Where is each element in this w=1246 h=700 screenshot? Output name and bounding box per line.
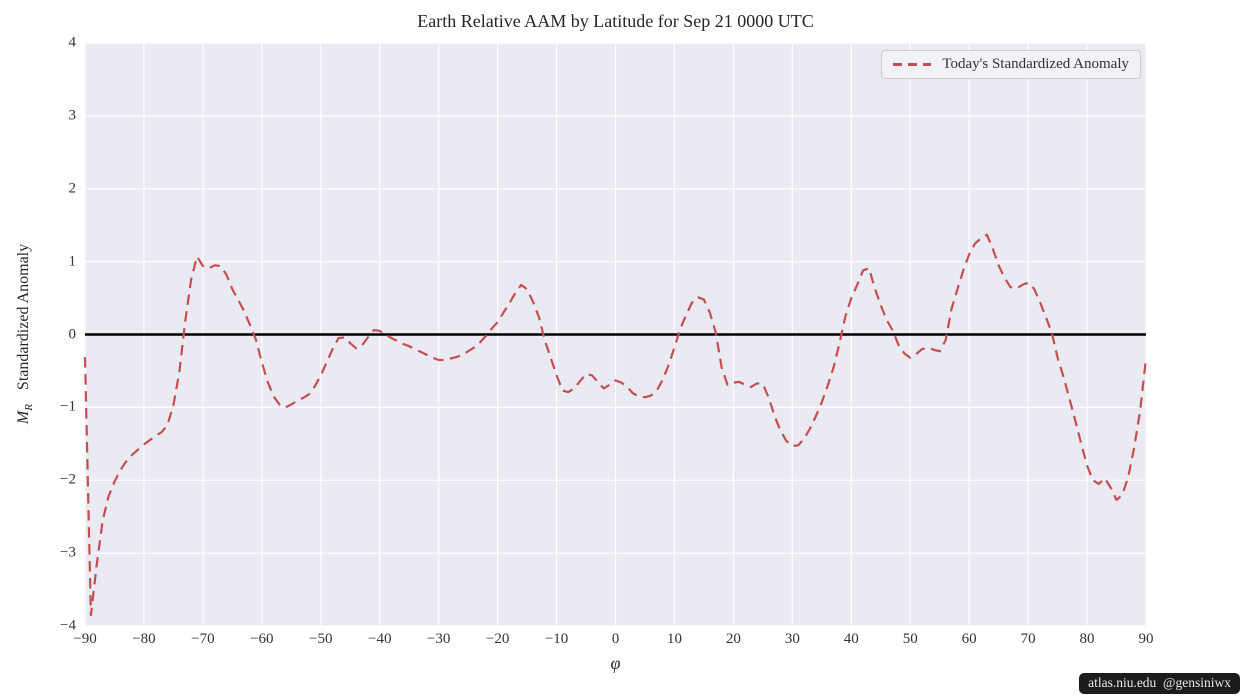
x-tick-label: −50: [309, 631, 333, 647]
x-tick-label: 50: [902, 631, 918, 647]
y-tick-label: −4: [60, 617, 76, 634]
x-tick-label: 20: [725, 631, 741, 647]
y-tick-label: −1: [60, 398, 76, 415]
legend-dash-sample: [893, 63, 932, 66]
x-axis-label: φ: [610, 653, 621, 673]
x-tick-label: −70: [191, 631, 215, 647]
x-tick-label: 10: [666, 631, 682, 647]
x-tick-label: 70: [1020, 631, 1036, 647]
y-tick-label: 2: [68, 180, 77, 197]
x-tick-label: −40: [367, 631, 392, 647]
x-tick-label: 90: [1138, 631, 1154, 647]
x-tick-label: 80: [1079, 631, 1095, 647]
x-tick-label: 60: [961, 631, 977, 647]
legend: Today's Standardized Anomaly: [881, 50, 1141, 79]
anomaly-line: [83, 233, 1148, 617]
watermark-badge: atlas.niu.edu @gensiniwx: [1079, 673, 1240, 694]
y-tick-label: −3: [60, 544, 76, 561]
y-tick-label: 3: [68, 107, 77, 124]
x-tick-label: −20: [485, 631, 510, 647]
x-tick-label: −60: [250, 631, 274, 647]
y-tick-label: −2: [60, 471, 76, 488]
legend-entry-label: Today's Standardized Anomaly: [942, 56, 1129, 72]
y-tick-label: 4: [68, 34, 77, 51]
y-tick-label: 1: [68, 253, 77, 270]
x-tick-label: −80: [132, 631, 156, 647]
x-tick-label: 40: [843, 631, 859, 647]
x-tick-label: 0: [611, 631, 620, 647]
x-tick-label: −90: [73, 631, 97, 647]
x-tick-label: 30: [784, 631, 800, 647]
chart-title: Earth Relative AAM by Latitude for Sep 2…: [417, 11, 814, 31]
y-tick-label: 0: [68, 326, 77, 342]
x-tick-label: −30: [426, 631, 451, 647]
x-tick-label: −10: [544, 631, 569, 647]
